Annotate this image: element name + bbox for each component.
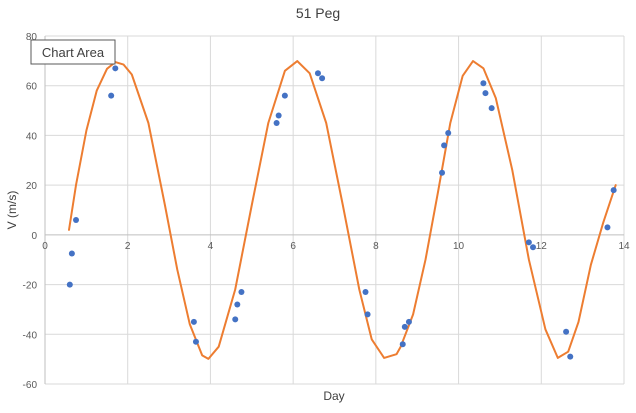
x-tick-label: 12	[536, 241, 548, 252]
y-tick-label: -60	[23, 380, 38, 391]
x-tick-label: 0	[42, 241, 48, 252]
data-point	[68, 250, 75, 257]
data-point	[108, 92, 115, 99]
data-point	[399, 341, 406, 348]
tooltip-label: Chart Area	[42, 45, 105, 60]
data-point	[441, 142, 448, 149]
data-point	[190, 318, 197, 325]
data-point	[530, 244, 537, 251]
data-point	[362, 289, 369, 296]
x-tick-label: 14	[618, 241, 630, 252]
x-tick-label: 10	[453, 241, 465, 252]
data-point	[314, 70, 321, 77]
data-point	[275, 112, 282, 119]
data-point	[567, 353, 574, 360]
data-point	[281, 92, 288, 99]
y-tick-label: 20	[26, 181, 38, 192]
data-point	[192, 338, 199, 345]
data-point	[610, 187, 617, 194]
x-axis-title: Day	[323, 389, 344, 403]
data-point	[112, 65, 119, 72]
fit-curve-layer	[68, 60, 617, 360]
data-point	[66, 281, 73, 288]
data-point	[401, 323, 408, 330]
data-point	[439, 169, 446, 176]
data-point	[488, 105, 495, 112]
data-point	[364, 311, 371, 318]
fit-curve	[68, 60, 617, 360]
y-tick-label: 40	[26, 131, 38, 142]
data-point	[273, 120, 280, 126]
y-tick-label: 80	[26, 32, 38, 43]
y-tick-label: -20	[23, 281, 38, 292]
chart-area-tooltip: Chart Area	[30, 39, 116, 65]
data-point	[319, 75, 326, 82]
data-point	[73, 216, 80, 223]
data-point	[525, 239, 532, 246]
data-point	[482, 90, 489, 97]
data-point	[238, 289, 245, 296]
data-point	[480, 80, 487, 87]
x-tick-label: 2	[125, 241, 131, 252]
tick-labels-layer: -60 -40 -20 0 20 40 60 80 0 2 4 6 8 10 12 14	[23, 32, 630, 391]
tooltip-box	[30, 39, 116, 65]
axes-layer	[44, 36, 624, 384]
x-tick-label: 8	[373, 241, 379, 252]
chart-title: 51 Peg	[296, 5, 340, 21]
x-tick-label: 4	[208, 241, 214, 252]
data-point	[604, 224, 611, 231]
y-tick-label: 60	[26, 82, 38, 93]
data-point	[234, 301, 241, 308]
y-axis-title: V (m/s)	[5, 191, 19, 230]
x-tick-label: 6	[290, 241, 296, 252]
y-tick-label: 0	[31, 231, 37, 242]
y-tick-label: -40	[23, 330, 38, 341]
data-point	[405, 318, 412, 325]
data-point	[232, 316, 239, 323]
data-points-layer	[66, 65, 617, 360]
data-point	[445, 129, 452, 136]
grid-layer	[45, 35, 625, 385]
data-point	[563, 328, 570, 335]
